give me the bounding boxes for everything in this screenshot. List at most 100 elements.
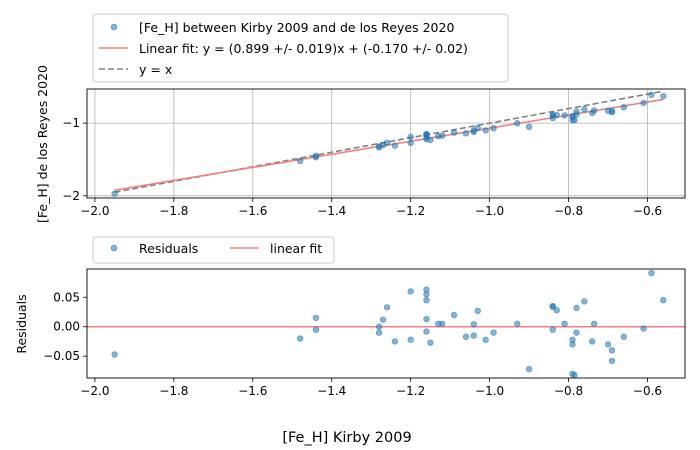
top-points (111, 91, 667, 197)
data-point (525, 123, 533, 131)
bottom-points (111, 269, 667, 379)
residual-point (581, 298, 588, 305)
x-tick-label: −2.0 (80, 384, 109, 398)
residual-point (525, 365, 533, 373)
data-point (391, 142, 399, 149)
bottom-legend-frame (92, 236, 335, 264)
residual-point (608, 357, 616, 365)
data-point (439, 132, 446, 139)
x-tick-label: −1.2 (396, 204, 425, 218)
bottom-y-ticks: −0.05 0.00 0.05 (43, 290, 87, 363)
x-tick-label: −1.6 (238, 204, 267, 218)
y-tick-label: −0.05 (43, 349, 80, 363)
y-tick-label: 0.00 (53, 320, 80, 334)
residual-point (569, 341, 576, 348)
residual-point (648, 269, 655, 277)
residual-point (375, 329, 383, 336)
data-point (474, 124, 481, 132)
data-point (407, 133, 414, 141)
residual-point (591, 320, 598, 327)
data-point (427, 136, 434, 144)
residual-point (571, 371, 578, 379)
data-point (312, 154, 320, 161)
data-point (553, 111, 560, 119)
legend-label-points: [Fe_H] between Kirby 2009 and de los Rey… (139, 20, 454, 35)
legend-marker-residuals (110, 244, 118, 252)
data-point (470, 128, 478, 136)
residual-point (296, 335, 304, 342)
bottom-legend: Residuals linear fit (92, 236, 335, 264)
residual-point (462, 333, 470, 340)
top-legend: [Fe_H] between Kirby 2009 and de los Rey… (92, 13, 509, 83)
x-tick-label: −0.8 (554, 384, 583, 398)
data-point (620, 103, 628, 111)
residual-point (439, 320, 446, 327)
residual-point (620, 333, 628, 340)
data-point (581, 106, 588, 113)
x-tick-label: −0.6 (633, 384, 662, 398)
x-tick-label: −1.4 (317, 204, 346, 218)
residual-point (608, 347, 616, 354)
residual-point (470, 332, 478, 339)
data-point (296, 157, 304, 165)
y-tick-label: −2 (62, 189, 80, 203)
x-tick-label: −1.4 (317, 384, 346, 398)
data-point (648, 91, 655, 98)
data-point (383, 139, 391, 146)
residual-point (573, 329, 580, 336)
legend-marker-points (110, 23, 118, 31)
data-point (561, 112, 568, 119)
data-point (591, 107, 598, 114)
residual-point (111, 351, 118, 358)
residual-point (379, 316, 387, 323)
residual-point (312, 326, 320, 333)
residual-point (427, 339, 434, 346)
residual-point (553, 307, 560, 314)
residual-point (407, 288, 414, 295)
x-tick-label: −1.2 (396, 384, 425, 398)
data-point (660, 92, 667, 100)
legend-label-linear-fit: linear fit (270, 241, 322, 256)
top-axes-frame (86, 88, 686, 199)
data-point (514, 120, 521, 127)
residual-point (423, 315, 430, 323)
legend-label-residuals: Residuals (139, 241, 198, 256)
residual-point (383, 304, 391, 311)
x-tick-label: −2.0 (80, 204, 109, 218)
residual-point (423, 291, 430, 298)
figure-x-axis-label: [Fe_H] Kirby 2009 (282, 430, 411, 446)
residual-point (549, 326, 556, 333)
top-y-ticks: −2 −1 (62, 116, 87, 203)
residual-point (391, 338, 399, 345)
residual-point (423, 328, 430, 335)
top-y-axis-label: [Fe_H] de los Reyes 2020 (35, 65, 50, 223)
residual-point (474, 307, 481, 315)
legend-label-identity: y = x (139, 62, 172, 77)
x-tick-label: −1.8 (159, 384, 188, 398)
x-tick-label: −1.8 (159, 204, 188, 218)
x-tick-label: −0.6 (633, 204, 662, 218)
top-x-ticks: −2.0 −1.8 −1.6 −1.4 −1.2 −1.0 −0.8 −0.6 (80, 198, 662, 218)
residual-point (561, 320, 568, 327)
bottom-y-axis-label: Residuals (14, 294, 29, 353)
residual-point (407, 336, 414, 343)
top-legend-frame (92, 13, 509, 83)
residual-point (490, 329, 497, 336)
data-point (490, 125, 497, 132)
residual-point (470, 321, 478, 328)
data-point (608, 108, 616, 116)
data-point (640, 99, 647, 107)
residual-point (514, 320, 521, 327)
y-tick-label: −1 (62, 116, 80, 130)
residual-point (589, 338, 596, 345)
x-tick-label: −0.8 (554, 204, 583, 218)
residual-point (375, 323, 383, 330)
residual-point (482, 336, 489, 343)
residual-point (549, 303, 556, 310)
residual-point (640, 325, 647, 332)
residual-point (573, 304, 580, 312)
x-tick-label: −1.6 (238, 384, 267, 398)
x-tick-label: −1.0 (475, 204, 504, 218)
bottom-axes-frame (86, 268, 686, 379)
